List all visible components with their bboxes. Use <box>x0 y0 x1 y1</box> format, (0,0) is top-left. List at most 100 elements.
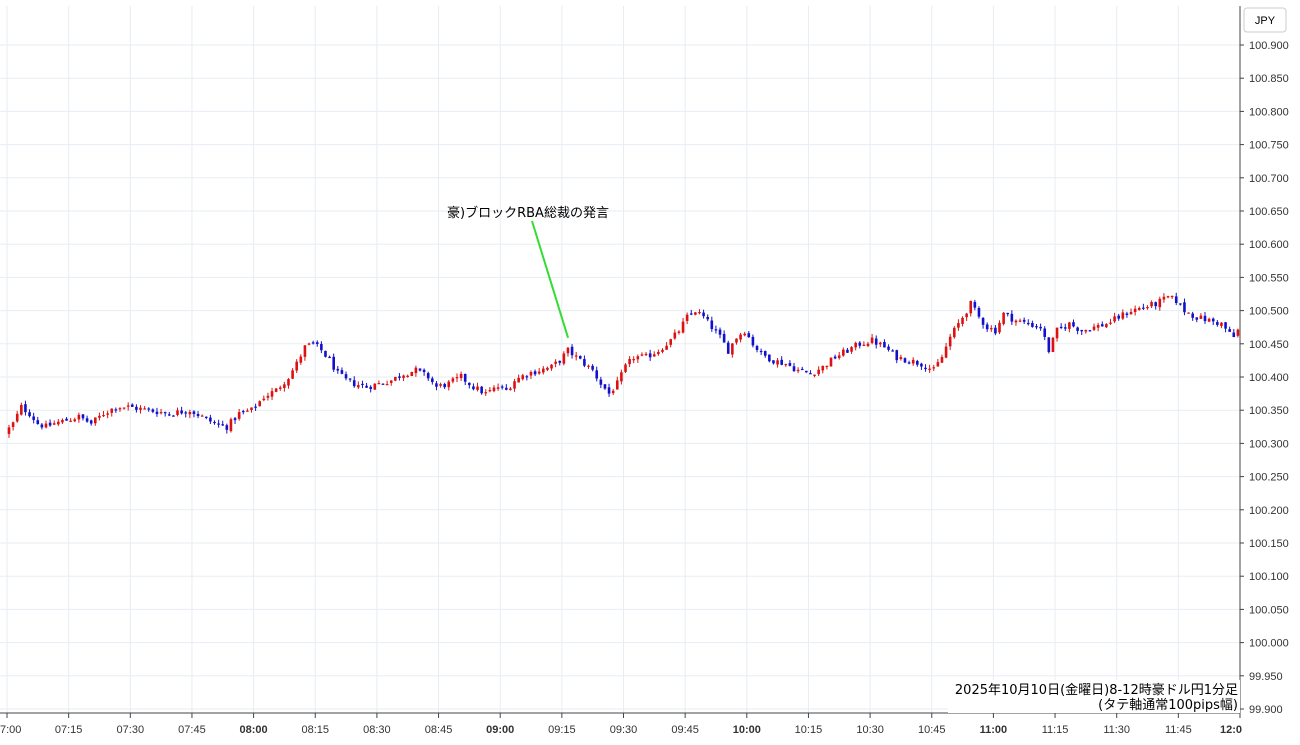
candle-body <box>336 368 340 371</box>
candle <box>550 364 553 371</box>
candle-body <box>685 314 689 321</box>
candle <box>139 405 142 414</box>
candle-body <box>443 384 446 388</box>
candle-body <box>28 412 31 417</box>
candle <box>73 417 77 423</box>
candle <box>418 368 422 372</box>
candle <box>1117 313 1120 321</box>
candle-body <box>1174 296 1178 304</box>
y-tick-label: 100.400 <box>1249 372 1289 384</box>
candle-body <box>176 410 179 415</box>
candle <box>998 320 1001 335</box>
candle-body <box>451 378 455 382</box>
candle-body <box>554 361 557 364</box>
candle <box>710 316 714 332</box>
candle <box>706 314 709 322</box>
candle <box>1113 312 1116 324</box>
x-tick-label: 09:30 <box>610 724 638 736</box>
candle-body <box>768 354 771 362</box>
candle <box>1022 317 1026 325</box>
candle-body <box>398 376 401 378</box>
candle-body <box>1002 312 1005 325</box>
candle <box>685 312 689 325</box>
y-tick-label: 100.800 <box>1249 106 1289 118</box>
candle <box>361 380 364 389</box>
candle-body <box>513 381 516 389</box>
candle <box>1047 337 1051 354</box>
candle <box>574 351 578 361</box>
x-tick-label: 10:30 <box>856 724 884 736</box>
candle <box>320 341 323 354</box>
candle-body <box>377 383 381 385</box>
candle <box>846 347 849 353</box>
candle-body <box>566 347 570 354</box>
candle-body <box>122 407 126 409</box>
candle-body <box>833 356 837 359</box>
candle <box>65 417 68 421</box>
candle <box>1228 326 1231 332</box>
candle-body <box>1191 313 1194 318</box>
candle-body <box>957 323 960 328</box>
candle-body <box>1129 311 1133 315</box>
candle <box>1026 319 1030 326</box>
candle-body <box>361 383 364 386</box>
candle-body <box>1076 327 1079 331</box>
candle <box>603 384 607 390</box>
candle <box>558 360 562 366</box>
candle-body <box>65 418 68 421</box>
candle <box>944 342 948 359</box>
candle-body <box>480 386 483 394</box>
candle-body <box>1043 328 1047 337</box>
candle <box>940 354 944 364</box>
candle <box>694 312 697 316</box>
candle <box>172 415 175 417</box>
candle <box>698 309 701 315</box>
candle-body <box>89 420 93 424</box>
candle <box>48 419 52 427</box>
candle-body <box>595 370 599 379</box>
candle-body <box>829 357 833 367</box>
candle <box>879 341 882 347</box>
candle-body <box>98 415 101 418</box>
x-tick-label: 12:0 <box>1220 724 1242 736</box>
candle-body <box>11 422 15 427</box>
candle-body <box>1018 320 1022 322</box>
candle <box>977 306 981 319</box>
candle-body <box>1014 320 1018 323</box>
y-tick-label: 100.450 <box>1249 339 1289 351</box>
candle-body <box>784 363 788 366</box>
candle <box>829 357 833 367</box>
candle-body <box>1113 316 1116 322</box>
caption-line-1: 2025年10月10日(金曜日)8-12時豪ドル円1分足 <box>955 682 1238 698</box>
candle <box>936 358 940 367</box>
y-tick-label: 100.200 <box>1249 505 1289 517</box>
candle-body <box>406 375 409 377</box>
candle-body <box>151 409 155 412</box>
candle <box>887 344 890 352</box>
candle <box>24 400 27 416</box>
candle-body <box>131 404 134 407</box>
candle-body <box>780 359 783 365</box>
candle <box>500 384 504 390</box>
candle <box>176 407 179 417</box>
x-tick-label: 08:00 <box>240 724 268 736</box>
candle-body <box>163 412 167 414</box>
candle-body <box>599 379 603 385</box>
candle <box>657 349 660 356</box>
candle <box>796 367 800 374</box>
candle-body <box>751 336 755 346</box>
y-tick-label: 100.150 <box>1249 538 1289 550</box>
candle <box>459 371 463 381</box>
candle <box>546 366 549 372</box>
candle <box>468 382 471 389</box>
candle-body <box>373 383 377 390</box>
candle-body <box>969 300 973 314</box>
candle <box>213 420 216 425</box>
candle-body <box>402 375 405 378</box>
candle <box>591 364 594 372</box>
candle <box>398 373 401 381</box>
candle-body <box>106 413 109 415</box>
candle <box>377 380 381 385</box>
candle <box>200 414 204 417</box>
candle-body <box>809 373 812 375</box>
